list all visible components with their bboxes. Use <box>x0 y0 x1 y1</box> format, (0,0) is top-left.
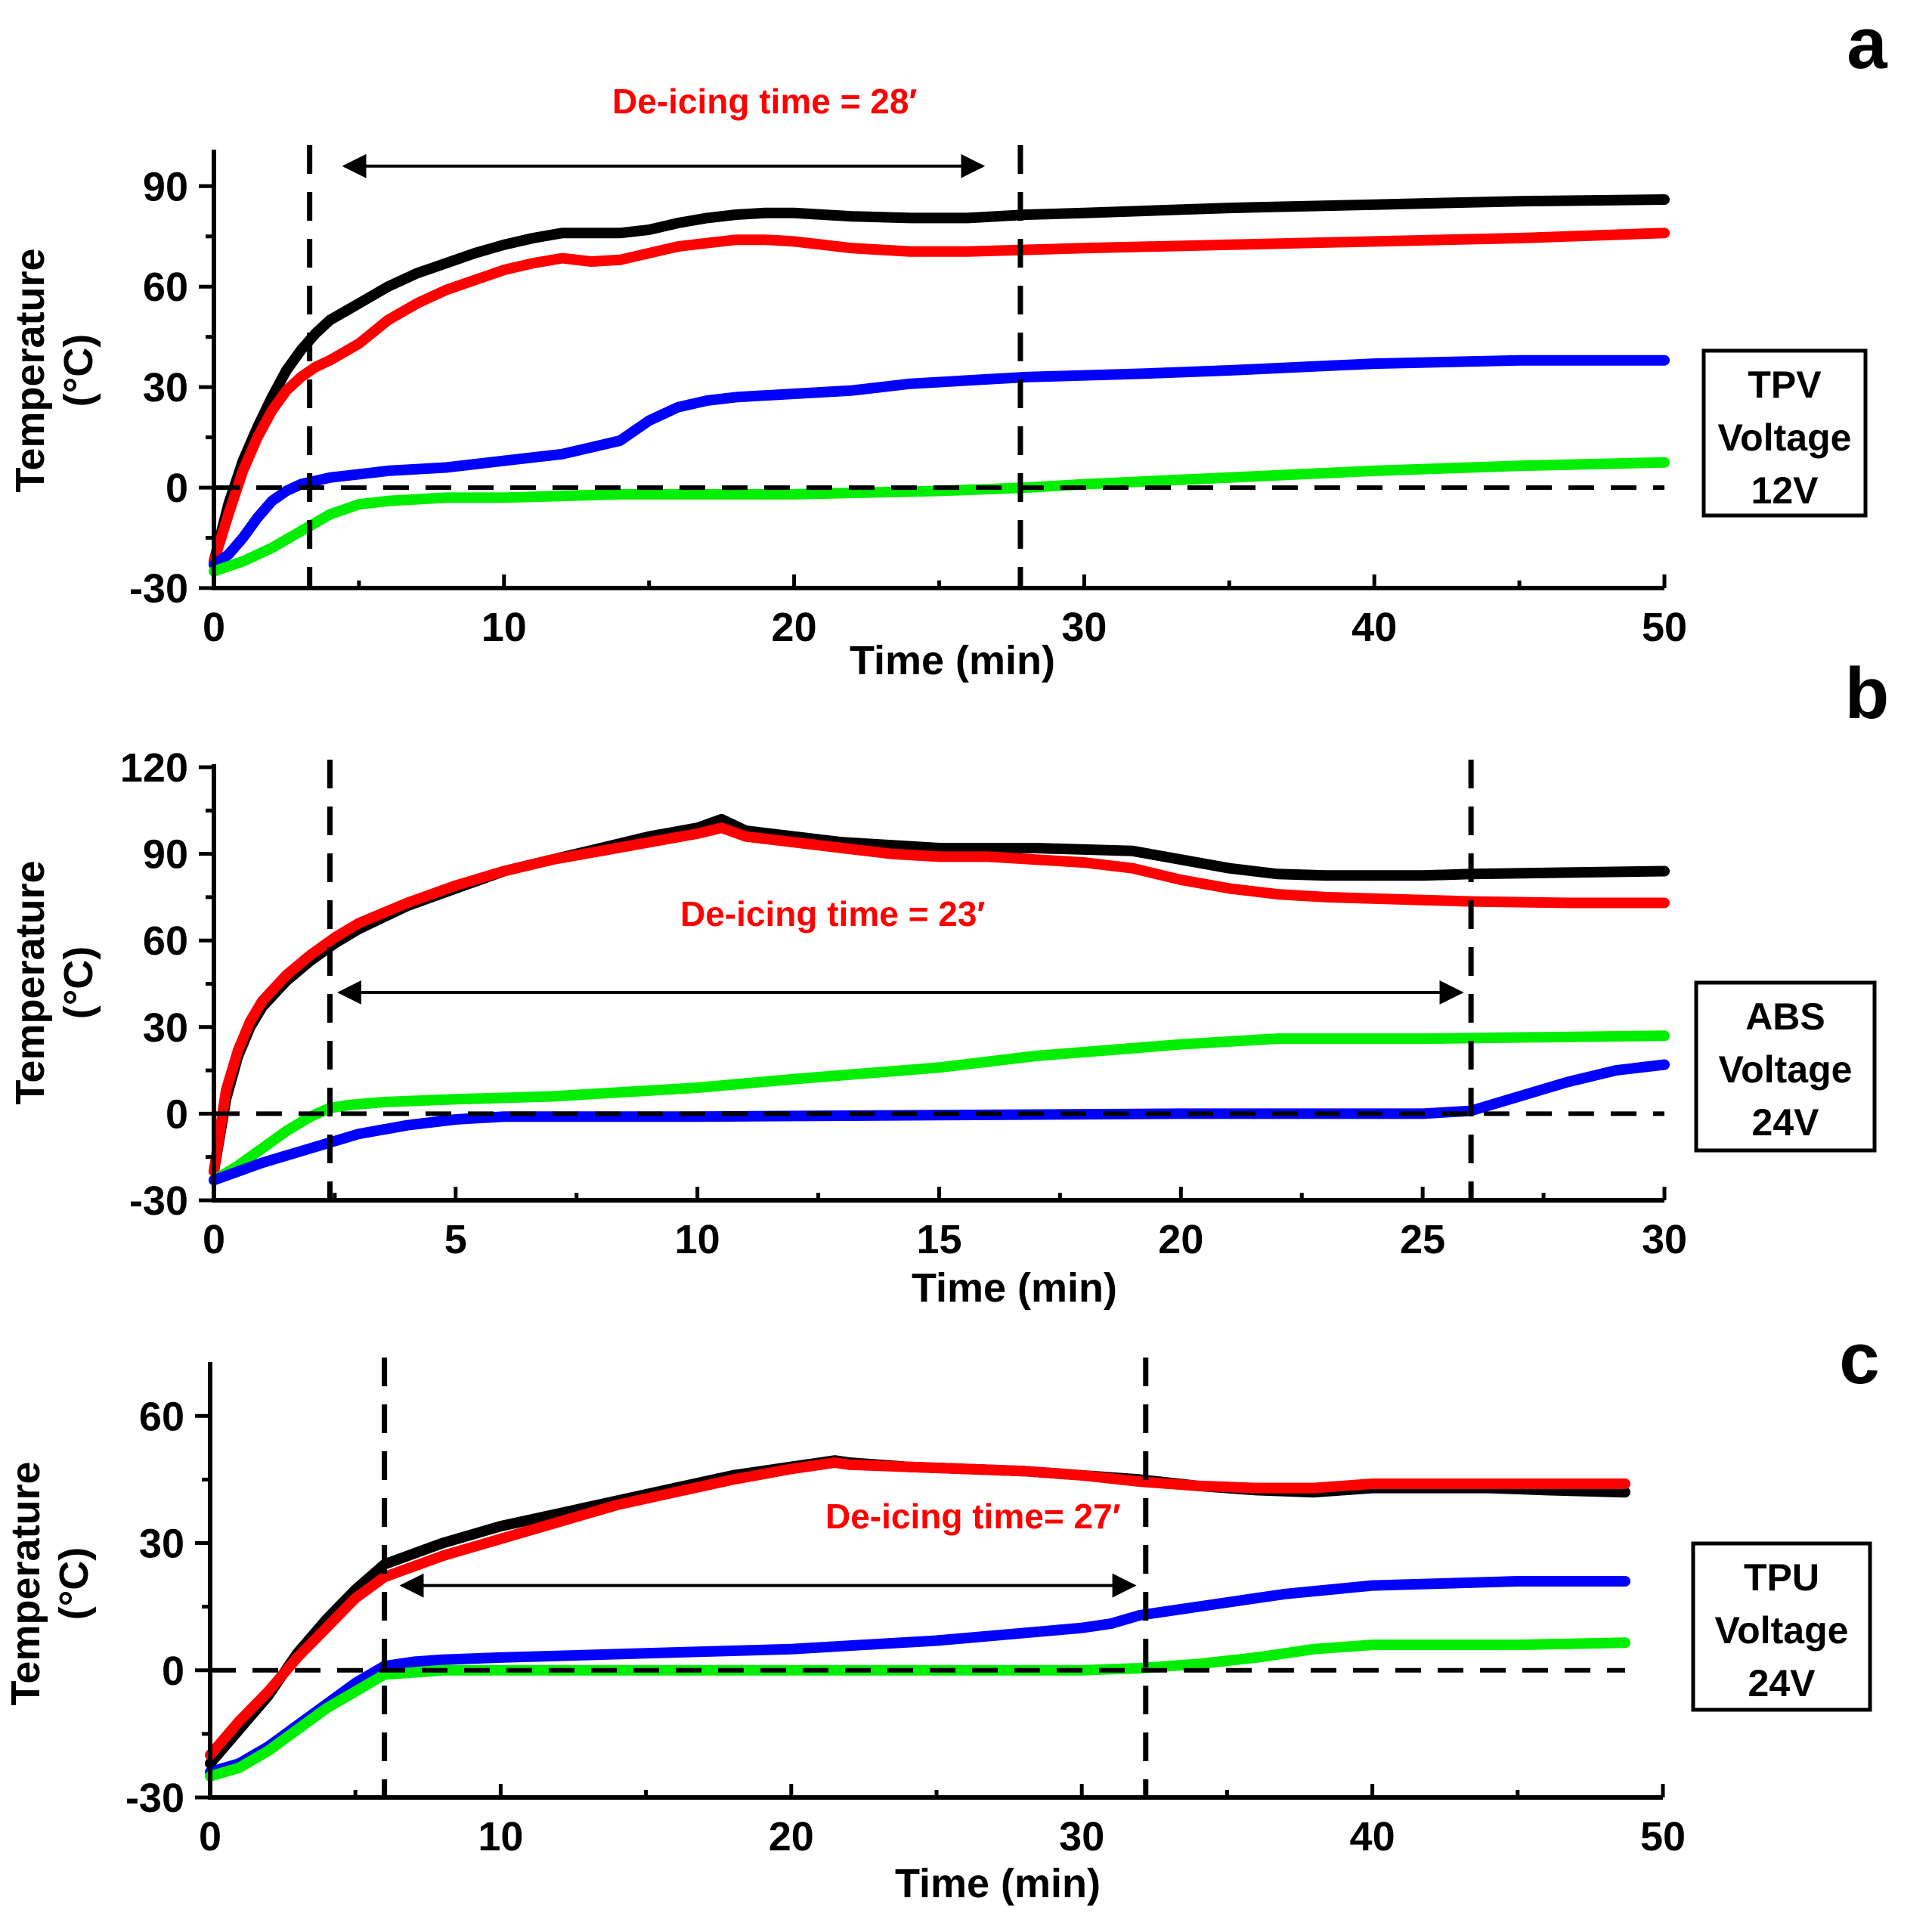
x-tick-label: 50 <box>1642 605 1687 650</box>
material-voltage-text: Voltage <box>1718 416 1852 459</box>
x-tick-label: 50 <box>1640 1814 1686 1859</box>
y-tick-label: 60 <box>143 918 188 964</box>
series-line-black <box>209 194 1670 567</box>
y-tick-label: 30 <box>143 1005 188 1051</box>
material-voltage-text: 24V <box>1752 1101 1820 1144</box>
y-tick-label: 0 <box>162 1649 184 1694</box>
material-voltage-text: 24V <box>1748 1662 1816 1704</box>
y-axis-title: Temperature (°C) <box>8 248 101 492</box>
material-voltage-box <box>1701 348 1868 518</box>
x-tick-label: 25 <box>1400 1217 1445 1262</box>
y-axis-title: Temperature (°C) <box>8 860 101 1104</box>
deicing-time-label: De-icing time= 27′ <box>825 1497 1121 1536</box>
x-tick-label: 20 <box>772 605 817 650</box>
series-line-red <box>209 822 1670 1177</box>
material-voltage-box <box>1691 1541 1872 1712</box>
x-axis-title: Time (min) <box>850 638 1055 683</box>
x-axis-title: Time (min) <box>912 1265 1117 1311</box>
y-tick-label: -30 <box>129 566 188 611</box>
y-tick-label: 0 <box>166 1091 188 1137</box>
x-tick-label: 10 <box>478 1814 523 1859</box>
panel-letter: b <box>1845 653 1890 734</box>
y-axis-title-line1: Temperature <box>3 1461 48 1705</box>
material-voltage-box <box>1694 980 1877 1153</box>
series-line-green <box>209 1030 1670 1186</box>
material-voltage-text: Voltage <box>1715 1609 1849 1652</box>
x-tick-label: 0 <box>199 1814 221 1859</box>
x-tick-label: 0 <box>203 605 225 650</box>
panel-a: De-icing time = 28′ 0 10 20 30 40 50 -30 0 30 60 90… <box>8 3 1887 683</box>
x-tick-label: 30 <box>1059 1814 1104 1859</box>
x-tick-label: 0 <box>203 1217 225 1262</box>
x-tick-label: 40 <box>1350 1814 1395 1859</box>
y-tick-label: 30 <box>139 1522 184 1567</box>
series-line-blue <box>209 1059 1670 1186</box>
series-line-red <box>209 228 1670 567</box>
series-line-blue <box>209 355 1670 570</box>
x-tick-label: 20 <box>769 1814 814 1859</box>
y-tick-label: -30 <box>129 1178 188 1224</box>
y-tick-label: 0 <box>166 466 188 511</box>
material-voltage-text: Voltage <box>1719 1048 1853 1091</box>
y-axis-title-line1: Temperature <box>8 860 53 1104</box>
x-tick-label: 10 <box>481 605 527 650</box>
y-tick-label: 60 <box>139 1394 184 1439</box>
x-tick-label: 5 <box>444 1217 467 1262</box>
x-tick-label: 10 <box>675 1217 720 1262</box>
x-tick-label: 30 <box>1642 1217 1687 1262</box>
material-voltage-text: ABS <box>1745 995 1825 1038</box>
y-axis-title-line2: (°C) <box>56 334 101 407</box>
y-tick-label: -30 <box>125 1776 184 1821</box>
y-tick-label: 90 <box>143 164 188 209</box>
y-axis-title-line1: Temperature <box>8 248 53 492</box>
y-axis-title-line2: (°C) <box>56 946 101 1020</box>
x-axis-title: Time (min) <box>895 1861 1101 1906</box>
series-line-green <box>209 457 1670 577</box>
material-voltage-text: TPV <box>1748 364 1822 406</box>
x-tick-label: 20 <box>1158 1217 1203 1262</box>
y-axis-title: Temperature (°C) <box>3 1461 97 1705</box>
panel-c: De-icing time= 27′ 0 10 20 30 40 50 -30 0 30 60 Tim… <box>3 1318 1880 1906</box>
x-tick-label: 30 <box>1061 605 1107 650</box>
x-tick-label: 40 <box>1351 605 1397 650</box>
y-tick-label: 60 <box>143 265 188 310</box>
material-voltage-text: 12V <box>1751 469 1819 512</box>
series-line-red <box>205 1457 1630 1760</box>
panel-letter: a <box>1847 3 1887 84</box>
material-voltage-text: TPU <box>1744 1556 1819 1599</box>
y-axis-title-line2: (°C) <box>51 1547 97 1621</box>
y-tick-label: 30 <box>143 365 188 410</box>
deicing-time-label: De-icing time = 23′ <box>680 894 985 933</box>
y-tick-label: 90 <box>143 832 188 878</box>
y-tick-label: 120 <box>120 745 188 791</box>
panel-b: De-icing time = 23′ 0 5 10 15 20 25 30 -30 0 30 60 9… <box>8 653 1889 1311</box>
x-tick-label: 15 <box>916 1217 961 1262</box>
deicing-time-label: De-icing time = 28′ <box>612 82 917 121</box>
panel-letter: c <box>1839 1318 1879 1399</box>
